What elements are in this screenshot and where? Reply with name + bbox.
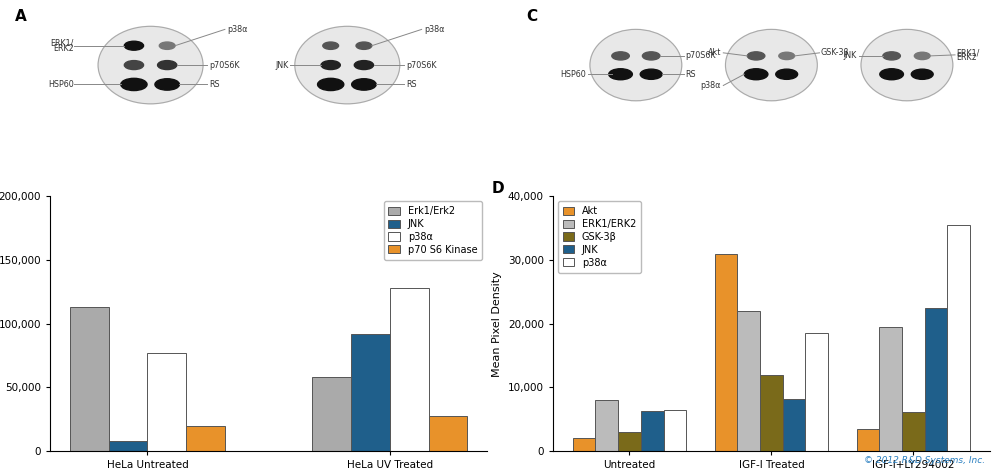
Text: p70S6K: p70S6K [685, 51, 716, 61]
Bar [109, 441, 147, 451]
Circle shape [744, 69, 768, 80]
Bar [902, 412, 925, 451]
Text: Akt: Akt [708, 48, 721, 57]
Text: p70S6K: p70S6K [406, 61, 437, 70]
Circle shape [321, 61, 340, 70]
Circle shape [352, 79, 376, 90]
Circle shape [642, 52, 660, 60]
Text: © 2012 R&D Systems, Inc.: © 2012 R&D Systems, Inc. [864, 456, 985, 465]
Bar [573, 439, 595, 451]
Legend: Erk1/Erk2, JNK, p38α, p70 S6 Kinase: Erk1/Erk2, JNK, p38α, p70 S6 Kinase [384, 201, 482, 259]
Ellipse shape [295, 26, 400, 104]
Circle shape [318, 78, 344, 91]
Text: p70S6K: p70S6K [210, 61, 240, 70]
Text: HSP60: HSP60 [48, 80, 74, 89]
Circle shape [121, 78, 147, 91]
Text: p38α: p38α [227, 25, 248, 34]
Bar [641, 411, 664, 451]
Circle shape [612, 52, 629, 60]
Bar [351, 334, 390, 451]
Text: ERK2: ERK2 [53, 44, 74, 53]
Circle shape [914, 52, 930, 60]
Text: C: C [527, 9, 538, 24]
Bar [925, 308, 947, 451]
Bar [70, 307, 109, 451]
Y-axis label: Mean Pixel Density: Mean Pixel Density [492, 271, 502, 376]
Text: GSK-3β: GSK-3β [821, 48, 849, 57]
Circle shape [155, 79, 179, 90]
Circle shape [640, 69, 662, 79]
Ellipse shape [98, 26, 203, 104]
Text: A: A [15, 9, 27, 24]
Bar [805, 333, 828, 451]
Ellipse shape [725, 30, 817, 101]
Text: JNK: JNK [843, 51, 857, 61]
Circle shape [323, 42, 339, 49]
Circle shape [911, 69, 933, 79]
Circle shape [354, 61, 374, 70]
Bar [429, 415, 467, 451]
Circle shape [158, 61, 177, 70]
Circle shape [609, 69, 632, 80]
Circle shape [124, 41, 144, 50]
Circle shape [776, 69, 798, 79]
Text: JNK: JNK [275, 61, 288, 70]
Bar [715, 254, 737, 451]
Bar [186, 426, 225, 451]
Circle shape [124, 61, 144, 70]
Bar [857, 429, 879, 451]
Text: RS: RS [406, 80, 417, 89]
Text: D: D [492, 181, 504, 196]
Bar [390, 288, 429, 451]
Ellipse shape [590, 30, 682, 101]
Bar [947, 225, 970, 451]
Text: ERK1/: ERK1/ [51, 39, 74, 48]
Text: ERK2: ERK2 [956, 54, 977, 63]
Bar [783, 399, 805, 451]
Circle shape [883, 52, 900, 60]
Bar [760, 375, 783, 451]
Text: p38α: p38α [701, 81, 721, 90]
Circle shape [747, 52, 765, 60]
Text: ERK1/: ERK1/ [956, 48, 980, 57]
Bar [737, 311, 760, 451]
Bar [879, 327, 902, 451]
Bar [312, 377, 351, 451]
Text: RS: RS [685, 70, 696, 79]
Bar [595, 400, 618, 451]
Bar [664, 410, 686, 451]
Bar [147, 353, 186, 451]
Text: HSP60: HSP60 [560, 70, 586, 79]
Circle shape [880, 69, 903, 80]
Circle shape [159, 42, 175, 49]
Circle shape [356, 42, 372, 49]
Text: RS: RS [210, 80, 220, 89]
Legend: Akt, ERK1/ERK2, GSK-3β, JNK, p38α: Akt, ERK1/ERK2, GSK-3β, JNK, p38α [558, 201, 641, 273]
Bar [618, 432, 641, 451]
Ellipse shape [861, 30, 953, 101]
Text: p38α: p38α [424, 25, 444, 34]
Circle shape [779, 52, 795, 60]
